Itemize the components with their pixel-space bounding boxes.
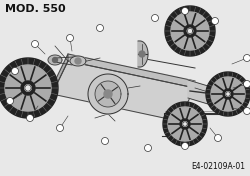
Text: E4-02109A-01: E4-02109A-01 [191,162,245,171]
Polygon shape [52,61,195,121]
Polygon shape [95,81,121,107]
Circle shape [6,98,14,105]
Polygon shape [52,58,58,62]
Polygon shape [206,72,250,116]
Polygon shape [5,65,51,111]
Circle shape [12,68,18,74]
Circle shape [32,40,38,48]
Circle shape [182,8,188,14]
Polygon shape [163,102,207,146]
Circle shape [102,137,108,144]
Polygon shape [104,90,112,98]
Polygon shape [180,119,190,129]
Polygon shape [88,74,128,114]
Polygon shape [68,54,195,88]
Polygon shape [165,6,215,56]
Circle shape [214,134,222,142]
Text: MOD. 550: MOD. 550 [5,4,66,14]
Polygon shape [223,89,233,99]
Circle shape [212,17,218,24]
Polygon shape [171,12,209,50]
Circle shape [56,124,64,131]
Polygon shape [168,107,202,141]
Polygon shape [187,28,193,34]
Polygon shape [188,80,208,104]
Polygon shape [48,55,62,65]
Polygon shape [138,41,148,67]
Polygon shape [184,25,196,37]
Polygon shape [211,77,245,111]
Polygon shape [75,58,81,64]
Circle shape [96,24,103,32]
Circle shape [244,55,250,61]
Polygon shape [21,81,35,95]
Polygon shape [25,85,31,91]
Circle shape [152,14,158,21]
Polygon shape [183,122,187,126]
Polygon shape [0,58,58,118]
Polygon shape [139,51,145,57]
Circle shape [66,34,73,42]
Circle shape [244,80,250,87]
Circle shape [144,144,152,152]
Polygon shape [70,56,86,66]
Circle shape [244,108,250,115]
Polygon shape [226,92,230,96]
Circle shape [26,115,34,121]
Polygon shape [52,54,68,94]
Circle shape [182,143,188,149]
